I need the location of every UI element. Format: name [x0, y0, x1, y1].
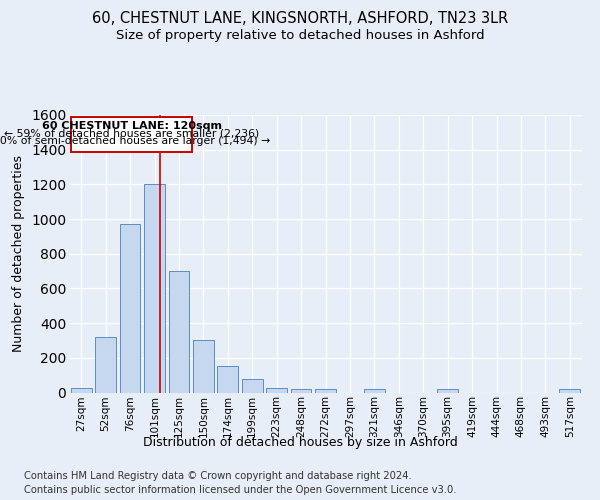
- Bar: [437, 390, 458, 392]
- Bar: [193, 340, 214, 392]
- Bar: [95, 337, 116, 392]
- Bar: [71, 116, 193, 152]
- Text: ← 59% of detached houses are smaller (2,236): ← 59% of detached houses are smaller (2,…: [4, 128, 259, 138]
- Text: Size of property relative to detached houses in Ashford: Size of property relative to detached ho…: [116, 29, 484, 42]
- Bar: [144, 184, 165, 392]
- Bar: [364, 390, 385, 392]
- Bar: [315, 390, 336, 392]
- Bar: [169, 271, 190, 392]
- Bar: [71, 388, 92, 392]
- Text: Distribution of detached houses by size in Ashford: Distribution of detached houses by size …: [143, 436, 457, 449]
- Text: 40% of semi-detached houses are larger (1,494) →: 40% of semi-detached houses are larger (…: [0, 136, 270, 146]
- Text: Contains public sector information licensed under the Open Government Licence v3: Contains public sector information licen…: [24, 485, 457, 495]
- Text: 60 CHESTNUT LANE: 120sqm: 60 CHESTNUT LANE: 120sqm: [41, 120, 221, 130]
- Text: Contains HM Land Registry data © Crown copyright and database right 2024.: Contains HM Land Registry data © Crown c…: [24, 471, 412, 481]
- Bar: [242, 380, 263, 392]
- Bar: [119, 224, 140, 392]
- Text: 60, CHESTNUT LANE, KINGSNORTH, ASHFORD, TN23 3LR: 60, CHESTNUT LANE, KINGSNORTH, ASHFORD, …: [92, 11, 508, 26]
- Y-axis label: Number of detached properties: Number of detached properties: [13, 155, 25, 352]
- Bar: [290, 390, 311, 392]
- Bar: [559, 390, 580, 392]
- Bar: [266, 388, 287, 392]
- Bar: [217, 366, 238, 392]
